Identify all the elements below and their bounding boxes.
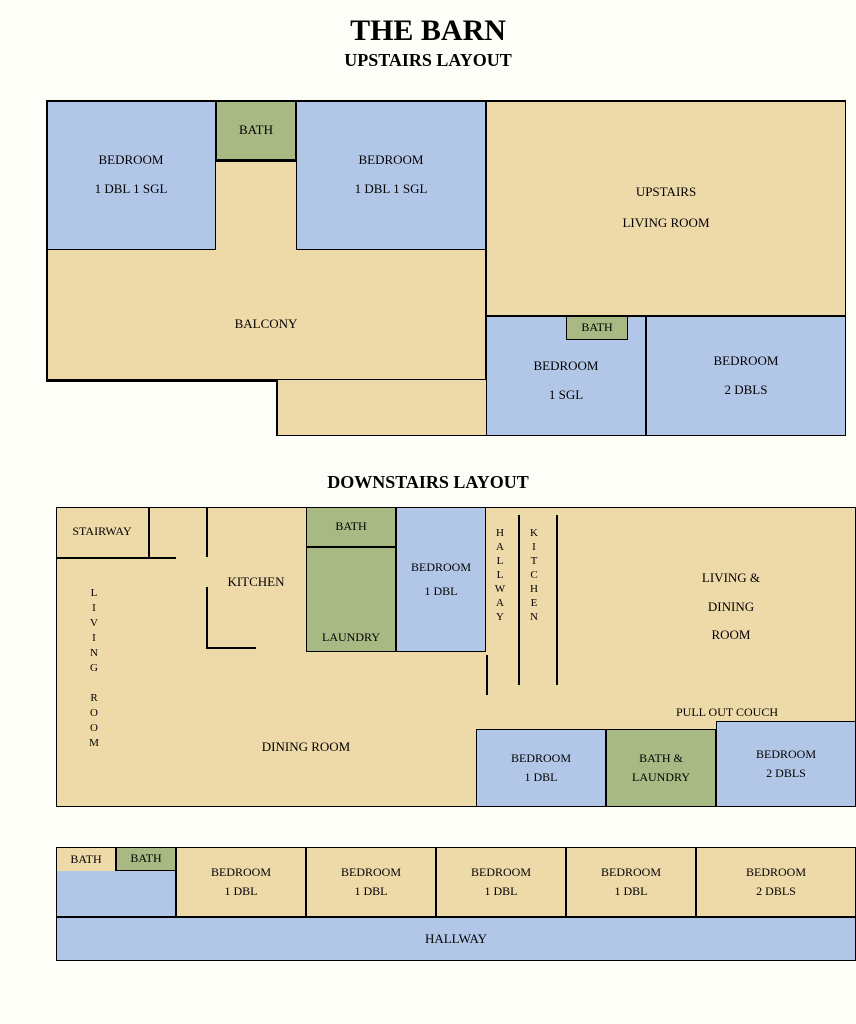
label: BEDROOM (601, 863, 661, 882)
strip-b4: BEDROOM 1 DBL (566, 847, 696, 917)
label: BALCONY (235, 314, 298, 335)
label: 2 DBLS (756, 882, 796, 901)
label: PULL OUT COUCH (676, 705, 778, 719)
label: DINING (708, 593, 754, 622)
upstairs-living-room: UPSTAIRS LIVING ROOM (486, 100, 846, 316)
upstairs-plan: BEDROOM 1 DBL 1 SGL BATH BEDROOM 1 DBL 1… (46, 100, 846, 436)
label: BEDROOM (211, 863, 271, 882)
kitchen-left (206, 587, 208, 647)
downstairs-bedroom-2: BEDROOM 1 DBL (476, 729, 606, 807)
hallway-vertical: HALLWAY (494, 527, 506, 625)
strip-hallway: HALLWAY (56, 917, 856, 961)
header: THE BARN UPSTAIRS LAYOUT (0, 0, 856, 100)
upstairs-bath-1: BATH (216, 100, 296, 160)
divider (216, 160, 296, 162)
strip-b1: BEDROOM 1 DBL (176, 847, 306, 917)
label: BATH (239, 120, 273, 141)
label: BATH (130, 849, 161, 868)
label: 2 DBLS (725, 380, 768, 401)
label: 1 DBL (425, 582, 458, 601)
label: BEDROOM (471, 863, 531, 882)
label: DINING ROOM (262, 737, 350, 758)
label: BEDROOM (341, 863, 401, 882)
upstairs-balcony: BALCONY (46, 250, 486, 380)
strip-b5: BEDROOM 2 DBLS (696, 847, 856, 917)
label: KITCHEN (227, 572, 284, 593)
label: KITCHEN (528, 527, 540, 625)
label: STAIRWAY (72, 522, 131, 541)
label: 1 DBL (355, 882, 388, 901)
label: BEDROOM (713, 351, 778, 372)
label: LIVING ROOM (622, 213, 709, 234)
downstairs-bath: BATH (306, 507, 396, 547)
label: LIVING ROOM (88, 587, 100, 752)
strip-b2: BEDROOM 1 DBL (306, 847, 436, 917)
pullout-label: PULL OUT COUCH (676, 705, 778, 720)
label: 1 DBL 1 SGL (95, 179, 168, 200)
kitchen-bottom (206, 647, 256, 649)
dining-room: DINING ROOM (156, 707, 456, 787)
strip-plan: BATH BATH BATH BATH BEDROOM 1 DBL BEDROO… (56, 847, 856, 962)
strip-bath-b2: BATH (116, 847, 176, 871)
bottom-pad (0, 962, 856, 992)
notch-cutout (44, 380, 276, 438)
label: BEDROOM (98, 150, 163, 171)
label: BEDROOM (746, 863, 806, 882)
label: 1 DBL (225, 882, 258, 901)
stairway: STAIRWAY (56, 507, 148, 557)
label: BATH (335, 517, 366, 536)
downstairs-laundry: LAUNDRY (306, 547, 396, 652)
label: BEDROOM (533, 356, 598, 377)
label: 1 DBL (525, 768, 558, 787)
label: HALLWAY (425, 929, 487, 950)
living-vertical: LIVING ROOM (88, 587, 100, 752)
kitchen-div (556, 515, 558, 685)
stairway-bottom (56, 557, 176, 559)
outline-top (46, 100, 846, 102)
label: BATH (581, 318, 612, 337)
downstairs-bedroom-3: BEDROOM 2 DBLS (716, 721, 856, 807)
upstairs-subtitle: UPSTAIRS LAYOUT (0, 50, 856, 71)
hallway-left-div (486, 655, 488, 695)
downstairs-subtitle: DOWNSTAIRS LAYOUT (0, 472, 856, 493)
label: HALLWAY (494, 527, 506, 625)
label: BATH & (639, 749, 683, 768)
upstairs-bath-2b: BATH (566, 316, 628, 340)
label: BEDROOM (358, 150, 423, 171)
label: 1 DBL (615, 882, 648, 901)
outline-left (46, 100, 48, 380)
downstairs-plan: STAIRWAY KITCHEN BATH LAUNDRY BEDROOM 1 … (56, 507, 856, 807)
upstairs-bedroom-2: BEDROOM 1 DBL 1 SGL (296, 100, 486, 250)
strip-b3: BEDROOM 1 DBL (436, 847, 566, 917)
label: 1 SGL (549, 385, 583, 406)
upstairs-bedroom-4: BEDROOM 2 DBLS (646, 316, 846, 436)
label: 1 DBL (485, 882, 518, 901)
label: LAUNDRY (632, 768, 690, 787)
downstairs-bath-laundry: BATH & LAUNDRY (606, 729, 716, 807)
label: 2 DBLS (766, 764, 806, 783)
label: LAUNDRY (322, 628, 380, 647)
downstairs-bedroom-1: BEDROOM 1 DBL (396, 507, 486, 652)
label: BEDROOM (511, 749, 571, 768)
label: BEDROOM (756, 745, 816, 764)
hallway-div (518, 515, 520, 685)
label: LIVING & (702, 564, 760, 593)
page: THE BARN UPSTAIRS LAYOUT BEDROOM 1 DBL 1… (0, 0, 856, 992)
notch-side (276, 380, 278, 436)
label: BEDROOM (411, 558, 471, 577)
label: ROOM (711, 621, 750, 650)
label: 1 DBL 1 SGL (355, 179, 428, 200)
strip-blue-under-bath (56, 871, 176, 917)
main-title: THE BARN (0, 14, 856, 48)
label: BATH (70, 850, 101, 869)
upstairs-bedroom-1: BEDROOM 1 DBL 1 SGL (46, 100, 216, 250)
strip-bath-a2: BATH (56, 847, 116, 871)
stairway-right (148, 507, 150, 557)
living-dining: LIVING & DINING ROOM (616, 527, 846, 687)
label: UPSTAIRS (636, 182, 696, 203)
kitchen: KITCHEN (206, 537, 306, 627)
kitchen-vertical: KITCHEN (528, 527, 540, 625)
notch-top (46, 380, 276, 382)
